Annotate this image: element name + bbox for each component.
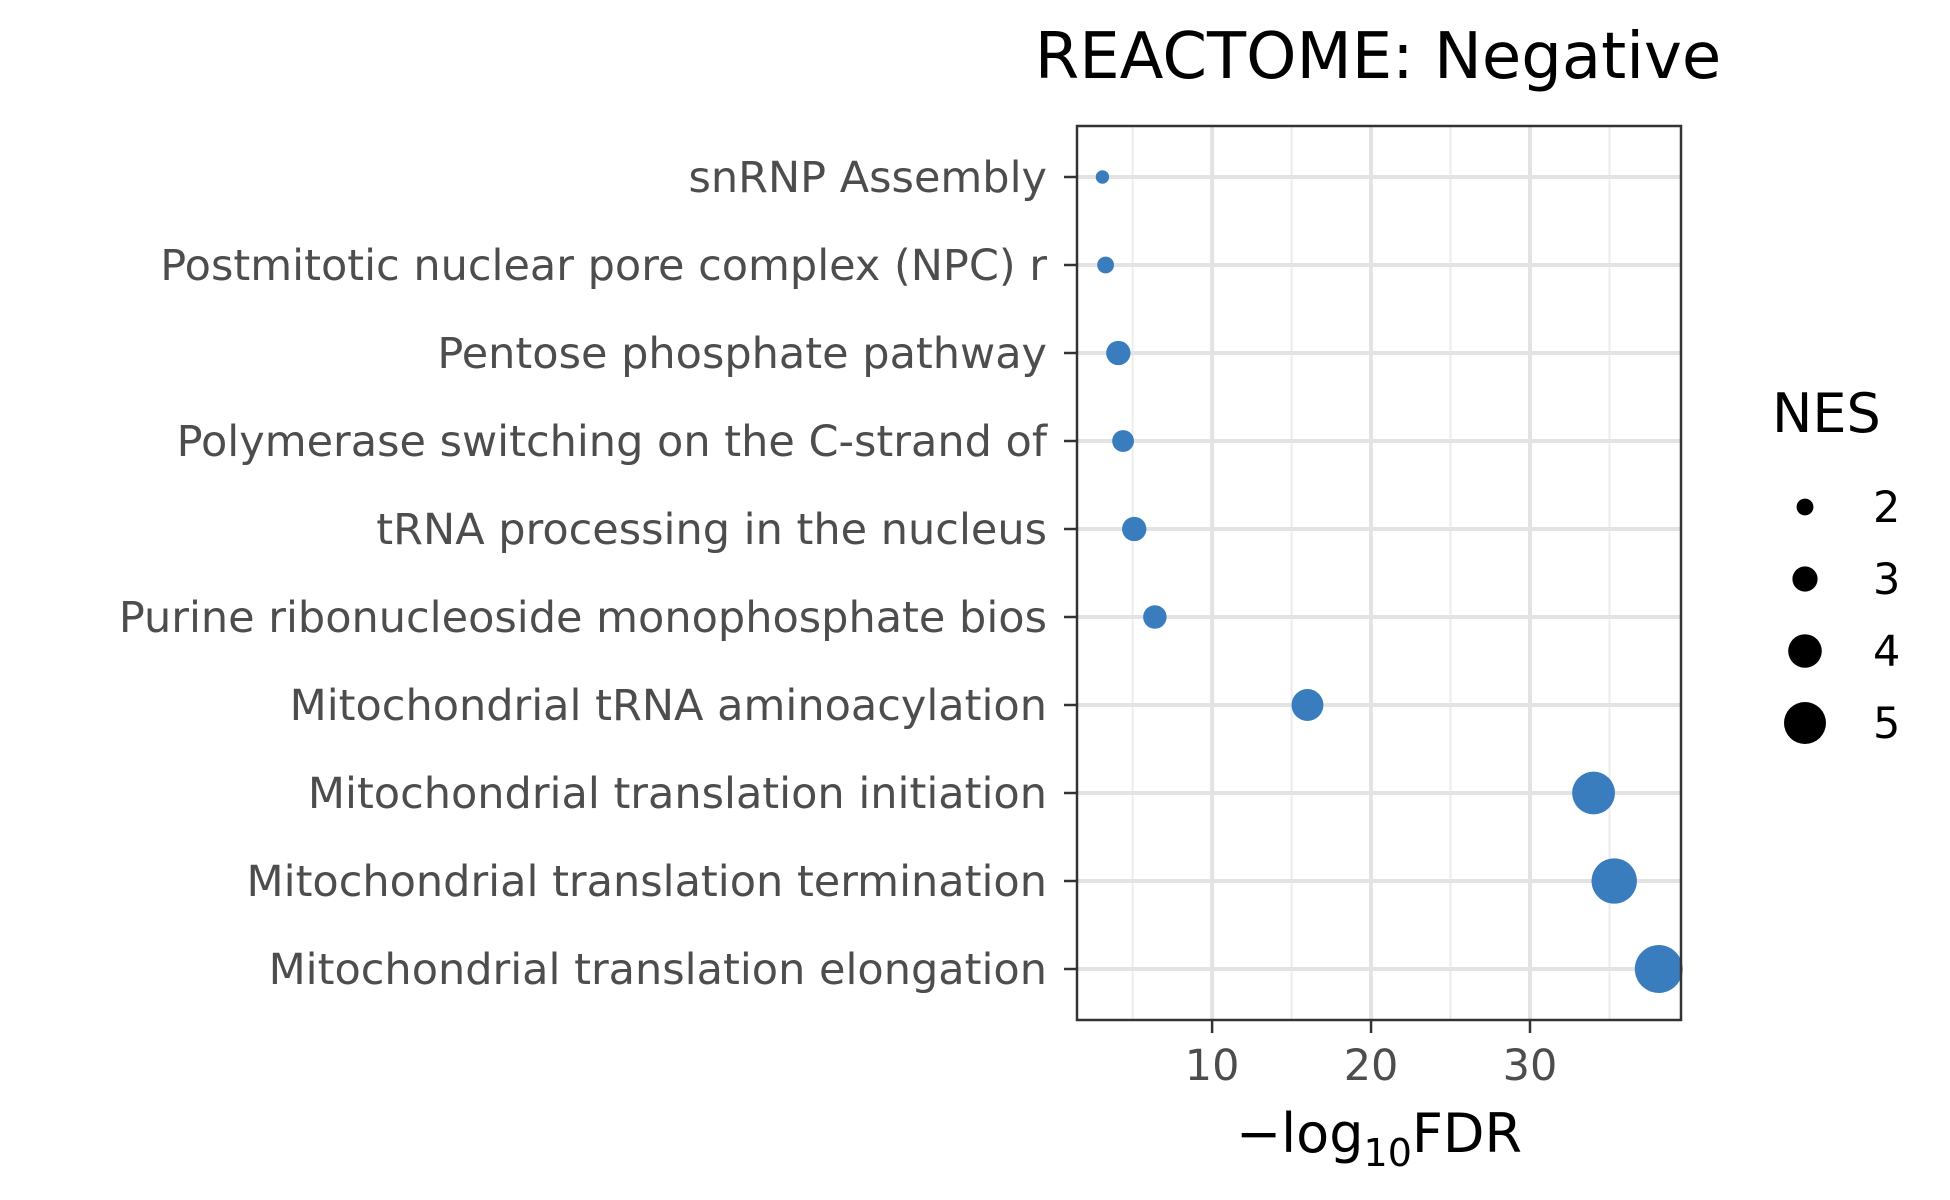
legend-title: NES	[1772, 382, 1881, 445]
data-point	[1572, 771, 1615, 815]
data-point	[1097, 256, 1115, 274]
data-point	[1634, 945, 1683, 993]
x-tick-label: 30	[1503, 1041, 1558, 1091]
x-tick-label: 10	[1185, 1041, 1240, 1091]
y-tick-label: Polymerase switching on the C-strand of	[177, 417, 1048, 467]
data-point	[1095, 170, 1110, 184]
y-tick-label: Purine ribonucleoside monophosphate bios	[119, 593, 1047, 643]
legend-label: 2	[1873, 483, 1900, 533]
data-points	[1095, 170, 1683, 993]
y-tick-label: Mitochondrial translation elongation	[269, 945, 1047, 995]
data-point	[1106, 340, 1131, 366]
x-axis-label: −log10FDR	[1236, 1102, 1522, 1175]
x-axis: 10 20 30	[1185, 1020, 1558, 1091]
x-tick-label: 20	[1344, 1041, 1399, 1091]
legend-label: 4	[1873, 627, 1900, 677]
legend-label: 3	[1873, 555, 1900, 605]
x-axis-label-prefix: −log	[1236, 1102, 1364, 1165]
plot-panel-border	[1075, 124, 1683, 1022]
x-axis-label-suffix: FDR	[1412, 1102, 1522, 1165]
y-tick-label: Pentose phosphate pathway	[437, 329, 1047, 379]
y-tick-label: Mitochondrial tRNA aminoacylation	[290, 681, 1047, 731]
data-point	[1112, 430, 1135, 452]
y-tick-label: Mitochondrial translation termination	[247, 857, 1047, 907]
y-tick-label: snRNP Assembly	[688, 153, 1047, 203]
plot-panel	[1077, 126, 1681, 1020]
y-tick-label: tRNA processing in the nucleus	[376, 505, 1047, 555]
data-point	[1143, 605, 1167, 629]
y-tick-label: Postmitotic nuclear pore complex (NPC) r	[160, 241, 1047, 291]
chart-title: REACTOME: Negative	[1035, 20, 1722, 94]
data-point	[1122, 516, 1147, 542]
legend: 2 3 4 5	[1784, 483, 1900, 749]
x-axis-label-subscript: 10	[1364, 1131, 1412, 1175]
y-axis: snRNP Assembly Postmitotic nuclear pore c…	[119, 153, 1077, 995]
data-point	[1591, 858, 1637, 904]
y-tick-label: Mitochondrial translation initiation	[308, 769, 1047, 819]
legend-size-key	[1796, 498, 1814, 516]
legend-size-key	[1784, 702, 1826, 744]
legend-size-key	[1788, 634, 1822, 668]
gridlines	[1077, 126, 1681, 1020]
data-point	[1291, 689, 1324, 721]
legend-label: 5	[1873, 699, 1900, 749]
legend-size-key	[1792, 566, 1818, 592]
